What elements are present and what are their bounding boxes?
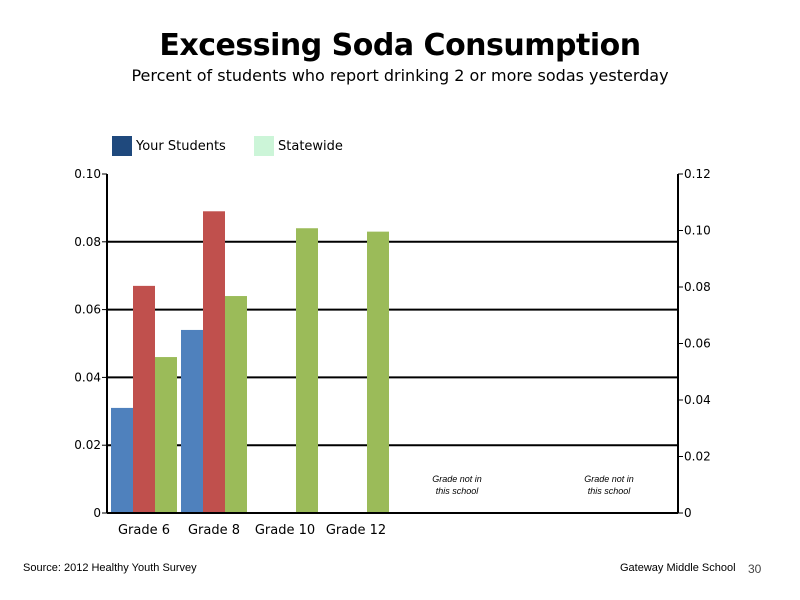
x-tick-label: Grade 8 <box>188 523 240 538</box>
x-tick-label: Grade 12 <box>326 523 386 538</box>
y-tick-label-left: 0.06 <box>74 303 101 317</box>
bar <box>155 357 177 513</box>
school-name: Gateway Middle School <box>620 562 736 574</box>
source-note: Source: 2012 Healthy Youth Survey <box>23 562 197 574</box>
bar <box>225 296 247 513</box>
y-tick-label-left: 0.02 <box>74 438 101 452</box>
bar <box>133 285 155 513</box>
y-tick-label-right: 0.04 <box>684 393 711 407</box>
bar <box>203 211 225 514</box>
y-tick-label-right: 0.10 <box>684 224 711 238</box>
x-tick-label: Grade 10 <box>255 523 315 538</box>
y-tick-label-right: 0 <box>684 506 692 520</box>
annotation-line2: this school <box>436 486 480 496</box>
legend-your-students: Your Students <box>112 135 226 157</box>
annotation-line2: this school <box>588 486 632 496</box>
page-number: 30 <box>748 562 762 576</box>
legend-swatch-your-students <box>112 136 132 156</box>
y-tick-label-right: 0.06 <box>684 337 711 351</box>
y-tick-label-left: 0.08 <box>74 235 101 249</box>
y-tick-label-left: 0.10 <box>74 167 101 181</box>
y-tick-label-right: 0.02 <box>684 450 711 464</box>
bar <box>111 407 133 513</box>
bar <box>296 228 318 514</box>
y-tick-label-left: 0.04 <box>74 370 101 384</box>
legend-label-statewide: Statewide <box>278 138 343 154</box>
x-tick-label: Grade 6 <box>118 523 170 538</box>
bar <box>181 329 203 513</box>
annotation-line1: Grade not in <box>584 474 634 484</box>
chart-title: Excessing Soda Consumption <box>159 28 641 63</box>
y-tick-label-right: 0.08 <box>684 280 711 294</box>
legend-statewide: Statewide <box>254 135 343 157</box>
legend-label-your-students: Your Students <box>136 138 226 154</box>
bar <box>367 231 389 513</box>
y-tick-label-left: 0 <box>93 506 101 520</box>
y-tick-label-right: 0.12 <box>684 167 711 181</box>
annotation-line1: Grade not in <box>432 474 482 484</box>
legend-swatch-statewide <box>254 136 274 156</box>
chart-subtitle: Percent of students who report drinking … <box>131 66 669 85</box>
